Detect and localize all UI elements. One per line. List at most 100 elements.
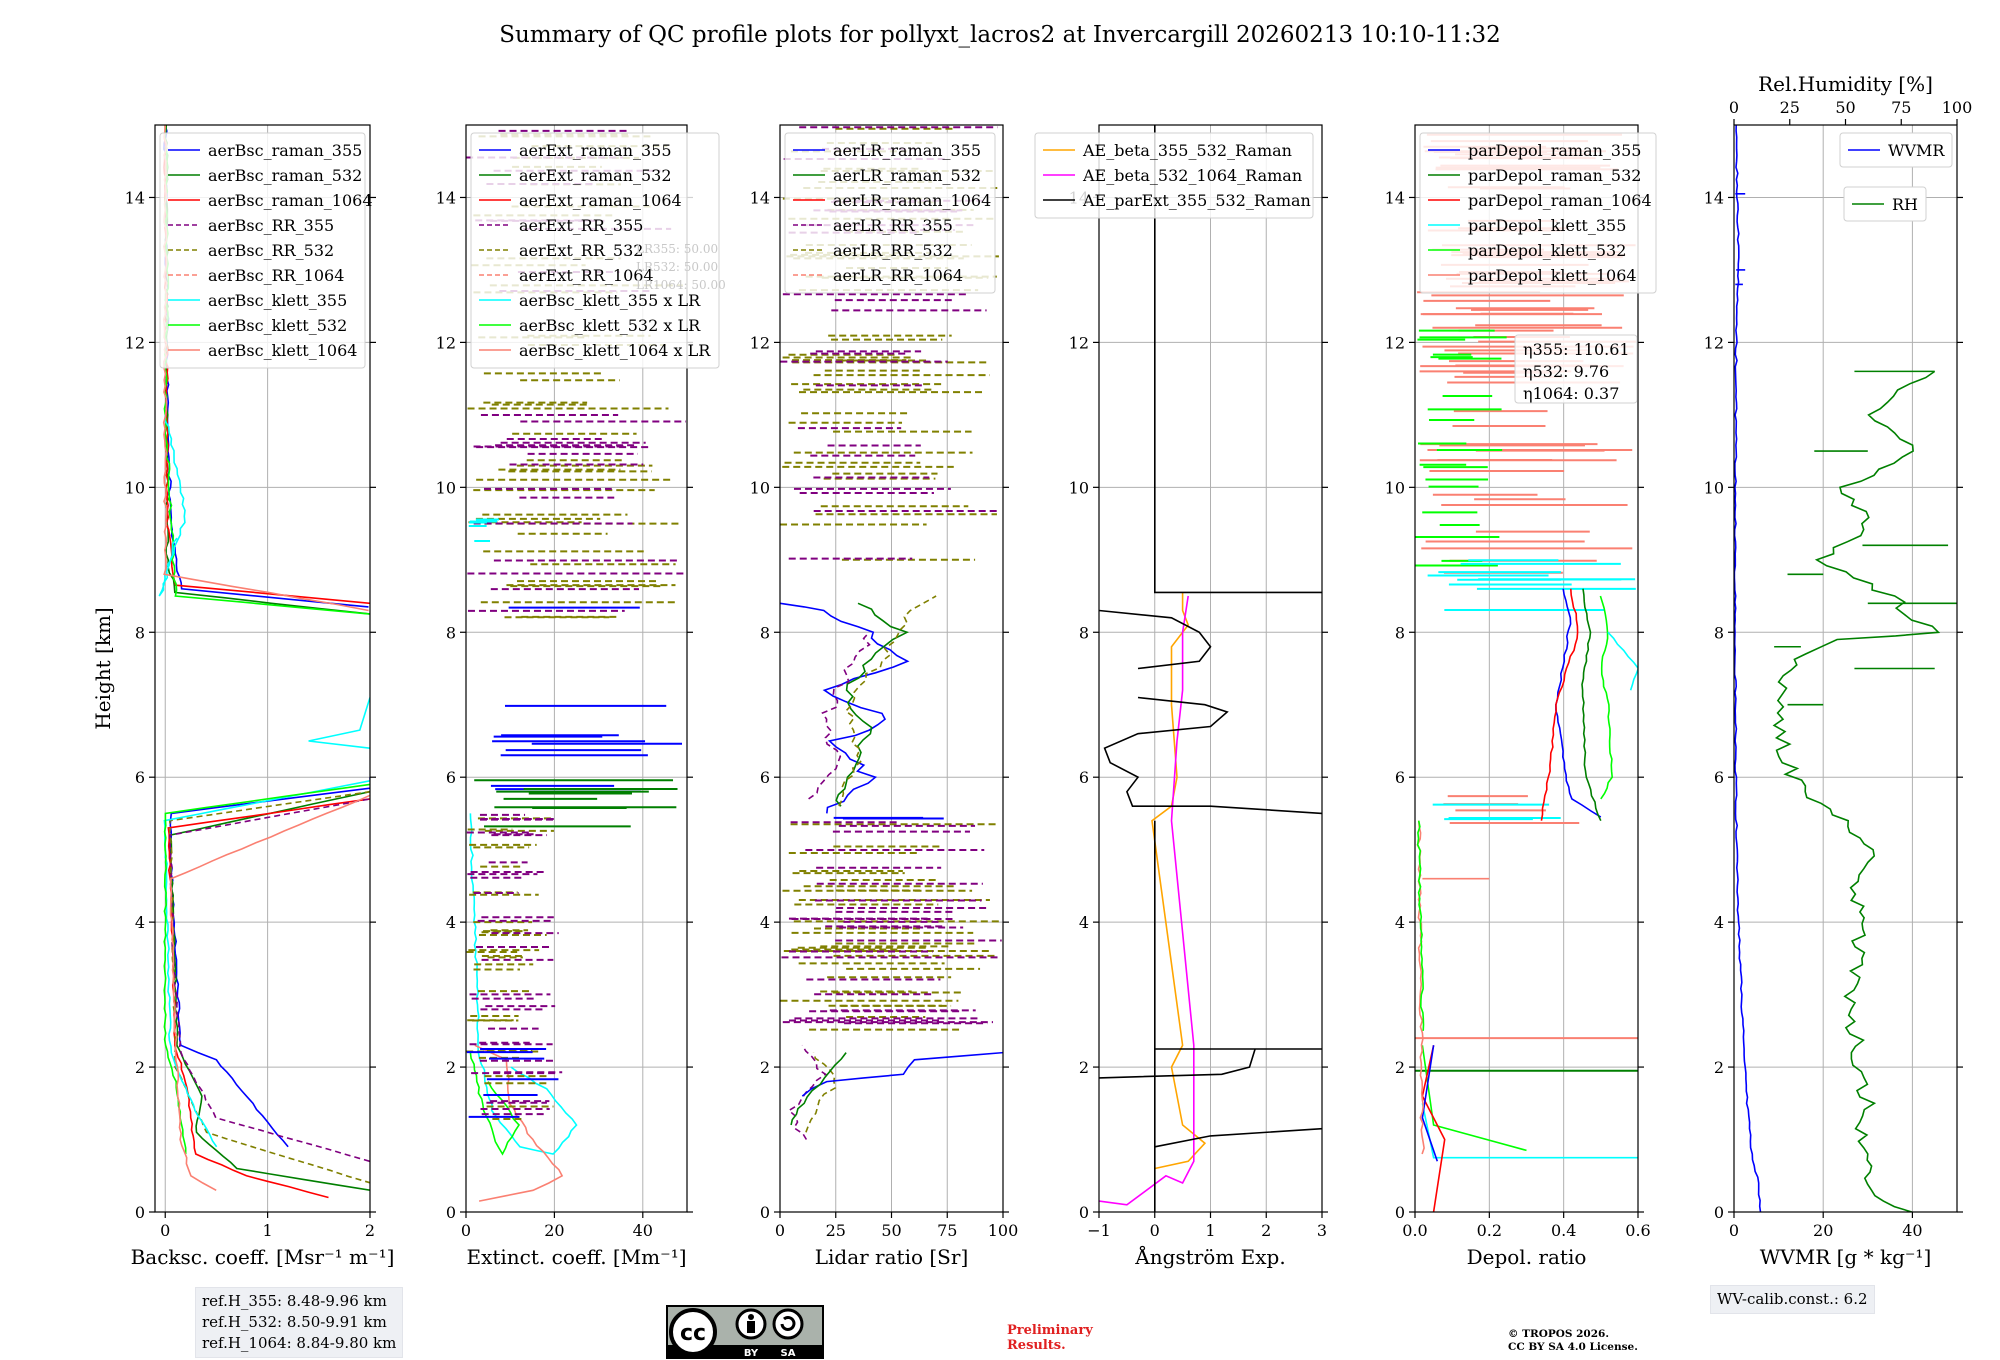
y-tick-label: 14 bbox=[1704, 188, 1724, 207]
series-aerBsc_klett_355 x LR bbox=[469, 813, 578, 1155]
plot-frame bbox=[1414, 124, 1639, 1213]
series-AE_parExt_355_532_Raman-part-3 bbox=[1099, 609, 1212, 670]
legend-box bbox=[159, 132, 366, 369]
legend-label-aerBsc_raman_532: aerBsc_raman_532 bbox=[208, 166, 362, 185]
y-tick-label: 8 bbox=[1714, 623, 1724, 642]
lidar-ratio-note: LR355: 50.00 bbox=[636, 242, 718, 256]
panel-water_vapor: 0 20 40 0 2 4 6 8 10 12 14 WVMR [g * kg⁻¹] 0 25 50 75 10… bbox=[1704, 72, 1973, 1269]
y-tick-label: 8 bbox=[1395, 623, 1405, 642]
y-tick-label: 6 bbox=[1395, 768, 1405, 787]
lr-rr-532-profile bbox=[838, 595, 937, 807]
x-tick-label: 0 bbox=[1150, 1221, 1160, 1240]
copyright-line-2: CC BY SA 4.0 License. bbox=[1508, 1341, 1638, 1353]
legend-box bbox=[1034, 132, 1314, 219]
eta-label: η532: 9.76 bbox=[1523, 362, 1609, 381]
y-tick-label: 4 bbox=[760, 913, 770, 932]
legend-box bbox=[1843, 186, 1927, 222]
y-tick-label: 12 bbox=[125, 333, 145, 352]
legend-label-AE_parExt_355_532_Raman: AE_parExt_355_532_Raman bbox=[1082, 191, 1311, 210]
y-tick-label: 14 bbox=[1385, 188, 1405, 207]
series-aerBsc_klett_532 x LR bbox=[469, 1052, 521, 1156]
legend-label-aerBsc_RR_355: aerBsc_RR_355 bbox=[208, 216, 334, 235]
x-tick-label: 0 bbox=[775, 1221, 785, 1240]
legend-label-aerLR_raman_1064: aerLR_raman_1064 bbox=[833, 191, 991, 210]
plot-area bbox=[1734, 125, 1957, 1212]
y-tick-label: 6 bbox=[446, 768, 456, 787]
series-aerBsc_klett_532 bbox=[163, 783, 370, 1154]
x-tick-label: 0 bbox=[461, 1221, 471, 1240]
depol-lime-low-noise bbox=[1416, 820, 1425, 1031]
x-axis-label: Depol. ratio bbox=[1467, 1245, 1587, 1269]
depol-cyan-low bbox=[1421, 1103, 1638, 1159]
x-tick-label: −1 bbox=[1087, 1221, 1111, 1240]
y-tick-label: 10 bbox=[1704, 478, 1724, 497]
series-aerLR_raman_532 bbox=[790, 1052, 847, 1126]
legend-label-aerBsc_klett_532: aerBsc_klett_532 bbox=[208, 316, 347, 335]
legend-label-aerBsc_raman_1064: aerBsc_raman_1064 bbox=[208, 191, 373, 210]
legend-box bbox=[1419, 132, 1657, 294]
x2-tick-label: 0 bbox=[1729, 98, 1739, 117]
y-tick-label: 6 bbox=[135, 768, 145, 787]
y-tick-label: 10 bbox=[1385, 478, 1405, 497]
y-tick-label: 0 bbox=[1714, 1203, 1724, 1222]
y-tick-label: 14 bbox=[125, 188, 145, 207]
y-tick-label: 4 bbox=[135, 913, 145, 932]
y-tick-label: 4 bbox=[1395, 913, 1405, 932]
y-tick-label: 2 bbox=[446, 1058, 456, 1077]
ref-height-355: ref.H_355: 8.48-9.96 km bbox=[202, 1292, 387, 1310]
legend-label-aerLR_RR_355: aerLR_RR_355 bbox=[833, 216, 953, 235]
y-tick-label: 8 bbox=[1079, 623, 1089, 642]
y-tick-label: 0 bbox=[1079, 1203, 1089, 1222]
lr-raman-532-profile bbox=[835, 602, 910, 807]
legend-label-parDepol_raman_355: parDepol_raman_355 bbox=[1468, 141, 1641, 160]
legend-label-aerBsc_RR_532: aerBsc_RR_532 bbox=[208, 241, 334, 260]
preliminary-results-note: Preliminary Results. bbox=[1007, 1323, 1093, 1353]
y-tick-label: 10 bbox=[125, 478, 145, 497]
y-tick-label: 14 bbox=[436, 188, 456, 207]
series-AE_parExt_355_532_Raman-part-0 bbox=[1154, 1048, 1322, 1147]
x-tick-label: 0.0 bbox=[1402, 1221, 1427, 1240]
lidar-ratio-note: LR1064: 50.00 bbox=[636, 278, 726, 292]
wv-calibration-box: WV-calib.const.: 6.2 bbox=[1710, 1285, 1875, 1314]
legend-label-aerLR_raman_532: aerLR_raman_532 bbox=[833, 166, 981, 185]
x2-axis-label: Rel.Humidity [%] bbox=[1758, 72, 1933, 96]
legend-label-parDepol_klett_532: parDepol_klett_532 bbox=[1468, 241, 1626, 260]
legend-label-aerBsc_klett_532 x LR: aerBsc_klett_532 x LR bbox=[519, 316, 701, 335]
legend-label-AE_beta_532_1064_Raman: AE_beta_532_1064_Raman bbox=[1082, 166, 1302, 185]
y-tick-label: 0 bbox=[760, 1203, 770, 1222]
y-tick-label: 10 bbox=[436, 478, 456, 497]
legend-label-aerBsc_klett_1064: aerBsc_klett_1064 bbox=[208, 341, 357, 360]
series-AE_parExt_355_532_Raman-part-1 bbox=[1099, 1048, 1256, 1079]
legend-label-aerBsc_raman_355: aerBsc_raman_355 bbox=[208, 141, 362, 160]
series-AE_beta_355_532_Raman bbox=[1151, 592, 1207, 1170]
x2-tick-label: 50 bbox=[1835, 98, 1855, 117]
y-tick-label: 6 bbox=[760, 768, 770, 787]
plot-area bbox=[1099, 125, 1322, 1212]
y-tick-label: 2 bbox=[760, 1058, 770, 1077]
series-AE_parExt_355_532_Raman bbox=[1154, 1127, 1322, 1212]
figure-title: Summary of QC profile plots for pollyxt_… bbox=[499, 22, 1501, 48]
depol-lime-low bbox=[1421, 1045, 1527, 1152]
legend-label-aerExt_raman_532: aerExt_raman_532 bbox=[519, 166, 672, 185]
y-tick-label: 2 bbox=[1395, 1058, 1405, 1077]
legend-label-aerExt_RR_532: aerExt_RR_532 bbox=[519, 241, 643, 260]
y-tick-label: 4 bbox=[1079, 913, 1089, 932]
y-tick-label: 8 bbox=[446, 623, 456, 642]
upper-series-4 bbox=[158, 414, 186, 597]
y-tick-label: 12 bbox=[1704, 333, 1724, 352]
y-tick-label: 14 bbox=[750, 188, 770, 207]
series-WVMR bbox=[1734, 125, 1762, 1212]
eta-label: η1064: 0.37 bbox=[1523, 384, 1619, 403]
legend-label-aerLR_RR_1064: aerLR_RR_1064 bbox=[833, 266, 963, 285]
x-tick-label: 2 bbox=[1261, 1221, 1271, 1240]
x-tick-label: 1 bbox=[263, 1221, 273, 1240]
ref-height-532: ref.H_532: 8.50-9.91 km bbox=[202, 1313, 387, 1331]
series-aerBsc_raman_532 bbox=[168, 790, 370, 1191]
ref-height-1064: ref.H_1064: 8.84-9.80 km bbox=[202, 1334, 397, 1352]
plot-frame bbox=[154, 124, 371, 1213]
plot-frame bbox=[465, 124, 688, 1213]
series-aerBsc_raman_1064 bbox=[167, 798, 370, 1199]
x2-tick-label: 75 bbox=[1891, 98, 1911, 117]
y-tick-label: 6 bbox=[1714, 768, 1724, 787]
